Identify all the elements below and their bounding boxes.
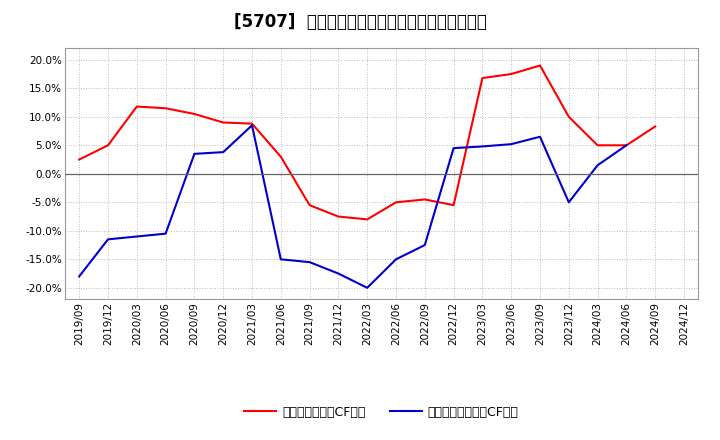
有利子負債営業CF比率 [478, 75, 487, 81]
有利子負債フリーCF比率 [104, 237, 112, 242]
有利子負債営業CF比率 [104, 143, 112, 148]
有利子負債フリーCF比率 [248, 123, 256, 128]
有利子負債営業CF比率 [248, 121, 256, 126]
有利子負債フリーCF比率 [190, 151, 199, 157]
有利子負債フリーCF比率 [334, 271, 343, 276]
Line: 有利子負債営業CF比率: 有利子負債営業CF比率 [79, 66, 655, 220]
有利子負債営業CF比率 [392, 200, 400, 205]
有利子負債営業CF比率 [276, 154, 285, 159]
有利子負債営業CF比率 [420, 197, 429, 202]
有利子負債フリーCF比率 [219, 150, 228, 155]
有利子負債フリーCF比率 [75, 274, 84, 279]
有利子負債フリーCF比率 [392, 257, 400, 262]
有利子負債フリーCF比率 [420, 242, 429, 248]
有利子負債営業CF比率 [651, 124, 660, 129]
有利子負債フリーCF比率 [593, 163, 602, 168]
有利子負債営業CF比率 [449, 202, 458, 208]
有利子負債営業CF比率 [564, 114, 573, 119]
Legend: 有利子負債営業CF比率, 有利子負債フリーCF比率: 有利子負債営業CF比率, 有利子負債フリーCF比率 [240, 401, 523, 424]
有利子負債営業CF比率 [305, 202, 314, 208]
有利子負債フリーCF比率 [536, 134, 544, 139]
有利子負債フリーCF比率 [622, 143, 631, 148]
Text: [5707]  有利子負債キャッシュフロー比率の推移: [5707] 有利子負債キャッシュフロー比率の推移 [233, 13, 487, 31]
有利子負債営業CF比率 [75, 157, 84, 162]
有利子負債フリーCF比率 [478, 144, 487, 149]
有利子負債営業CF比率 [132, 104, 141, 109]
有利子負債営業CF比率 [334, 214, 343, 219]
有利子負債営業CF比率 [363, 217, 372, 222]
有利子負債フリーCF比率 [564, 200, 573, 205]
有利子負債営業CF比率 [536, 63, 544, 68]
Line: 有利子負債フリーCF比率: 有利子負債フリーCF比率 [79, 125, 626, 288]
有利子負債営業CF比率 [507, 71, 516, 77]
有利子負債フリーCF比率 [363, 285, 372, 290]
有利子負債フリーCF比率 [305, 260, 314, 265]
有利子負債営業CF比率 [219, 120, 228, 125]
有利子負債営業CF比率 [190, 111, 199, 117]
有利子負債フリーCF比率 [132, 234, 141, 239]
有利子負債フリーCF比率 [449, 146, 458, 151]
有利子負債営業CF比率 [593, 143, 602, 148]
有利子負債営業CF比率 [622, 143, 631, 148]
有利子負債フリーCF比率 [507, 142, 516, 147]
有利子負債営業CF比率 [161, 106, 170, 111]
有利子負債フリーCF比率 [161, 231, 170, 236]
有利子負債フリーCF比率 [276, 257, 285, 262]
